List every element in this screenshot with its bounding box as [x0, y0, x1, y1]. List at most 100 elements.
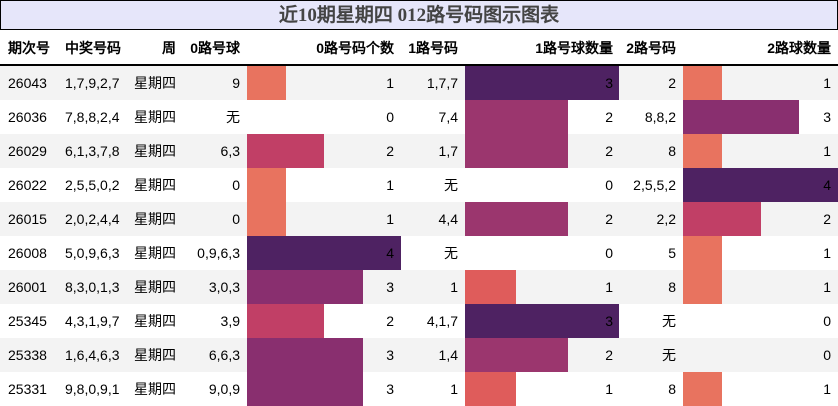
table-row: 25331 9,8,0,9,1 星期四 9,0,9 3 1 1 8 1: [0, 372, 838, 406]
cell-one-count: 1: [605, 279, 613, 295]
table-row: 25338 1,6,4,6,3 星期四 6,6,3 3 1,4 2 无 0: [0, 338, 838, 372]
cell-zero-count: 1: [386, 75, 394, 91]
cell-zero-count: 1: [386, 177, 394, 193]
cell-issue: 26008: [8, 245, 47, 261]
cell-zero-balls: 0: [232, 177, 240, 193]
cell-two-balls: 8: [668, 381, 676, 397]
table-row: 26015 2,0,2,4,4 星期四 0 1 4,4 2 2,2 2: [0, 202, 838, 236]
cell-one-count: 2: [605, 211, 613, 227]
table-row: 26043 1,7,9,2,7 星期四 9 1 1,7,7 3 2 1: [0, 66, 838, 100]
cell-one-balls: 1: [450, 279, 458, 295]
table-header: 期次号 中奖号码 周 0路号球 0路号码个数 1路号码 1路号球数量 2路号码 …: [0, 30, 838, 66]
cell-zero-balls: 无: [226, 109, 240, 125]
cell-two-balls: 8: [668, 279, 676, 295]
two-count-bar: [683, 236, 722, 270]
one-count-bar: [465, 270, 516, 304]
column-header-numbers: 中奖号码: [65, 40, 121, 56]
cell-zero-count: 3: [386, 279, 394, 295]
cell-issue: 26036: [8, 109, 47, 125]
cell-issue: 26015: [8, 211, 47, 227]
cell-numbers: 5,0,9,6,3: [65, 245, 120, 261]
cell-zero-balls: 9,0,9: [208, 381, 240, 397]
cell-weekday: 星期四: [134, 347, 176, 363]
zero-count-bar: [247, 372, 363, 406]
cell-zero-count: 0: [386, 109, 394, 125]
cell-two-count: 1: [823, 381, 831, 397]
cell-two-count: 1: [823, 245, 831, 261]
two-count-bar: [683, 202, 761, 236]
cell-weekday: 星期四: [134, 279, 176, 295]
zero-count-bar: [247, 134, 324, 168]
two-count-bar: [683, 270, 722, 304]
cell-one-balls: 4,1,7: [426, 313, 458, 329]
cell-two-balls: 2,5,5,2: [633, 177, 676, 193]
cell-two-count: 4: [823, 177, 831, 193]
cell-zero-balls: 6,3: [220, 143, 240, 159]
cell-zero-balls: 0,9,6,3: [197, 245, 240, 261]
one-count-bar: [465, 66, 619, 100]
cell-issue: 25345: [8, 313, 47, 329]
cell-one-count: 2: [605, 143, 613, 159]
one-count-bar: [465, 338, 568, 372]
cell-one-balls: 1,4: [438, 347, 458, 363]
cell-numbers: 2,0,2,4,4: [65, 211, 120, 227]
cell-weekday: 星期四: [134, 245, 176, 261]
cell-zero-count: 2: [386, 143, 394, 159]
one-count-bar: [465, 134, 568, 168]
cell-issue: 26029: [8, 143, 47, 159]
cell-zero-count: 3: [386, 347, 394, 363]
cell-weekday: 星期四: [134, 143, 176, 159]
two-count-bar: [683, 134, 722, 168]
cell-one-balls: 无: [444, 177, 458, 193]
cell-weekday: 星期四: [134, 211, 176, 227]
cell-issue: 25338: [8, 347, 47, 363]
zero-count-bar: [247, 304, 324, 338]
cell-two-count: 3: [823, 109, 831, 125]
cell-zero-balls: 0: [232, 211, 240, 227]
cell-two-count: 0: [823, 313, 831, 329]
cell-one-balls: 1: [450, 381, 458, 397]
chart-title: 近10期星期四 012路号码图示图表: [0, 0, 838, 30]
cell-numbers: 7,8,8,2,4: [65, 109, 120, 125]
cell-two-balls: 无: [662, 313, 676, 329]
zero-count-bar: [247, 202, 286, 236]
cell-two-balls: 8: [668, 143, 676, 159]
cell-two-count: 2: [823, 211, 831, 227]
cell-two-balls: 5: [668, 245, 676, 261]
zero-count-bar: [247, 168, 286, 202]
cell-numbers: 9,8,0,9,1: [65, 381, 120, 397]
cell-one-balls: 1,7: [438, 143, 458, 159]
one-count-bar: [465, 202, 568, 236]
cell-two-count: 0: [823, 347, 831, 363]
cell-numbers: 1,6,4,6,3: [65, 347, 120, 363]
column-header-issue: 期次号: [8, 40, 50, 56]
one-count-bar: [465, 372, 516, 406]
cell-two-balls: 无: [662, 347, 676, 363]
cell-one-balls: 7,4: [438, 109, 458, 125]
cell-one-count: 1: [605, 381, 613, 397]
cell-weekday: 星期四: [134, 177, 176, 193]
cell-issue: 26043: [8, 75, 47, 91]
zero-count-bar: [247, 270, 363, 304]
cell-weekday: 星期四: [134, 75, 176, 91]
cell-two-balls: 2,2: [656, 211, 676, 227]
cell-numbers: 4,3,1,9,7: [65, 313, 120, 329]
zero-count-bar: [247, 236, 401, 270]
cell-issue: 25331: [8, 381, 47, 397]
cell-weekday: 星期四: [134, 313, 176, 329]
column-header-one-count: 1路号球数量: [535, 40, 613, 56]
column-header-weekday: 周: [162, 40, 176, 56]
two-count-bar: [683, 372, 722, 406]
column-header-two-count: 2路球数量: [767, 40, 831, 56]
cell-zero-balls: 3,9: [220, 313, 240, 329]
two-count-bar: [683, 66, 722, 100]
cell-weekday: 星期四: [134, 109, 176, 125]
table-row: 25345 4,3,1,9,7 星期四 3,9 2 4,1,7 3 无 0: [0, 304, 838, 338]
cell-numbers: 2,5,5,0,2: [65, 177, 120, 193]
zero-count-bar: [247, 338, 363, 372]
cell-two-balls: 2: [668, 75, 676, 91]
cell-two-count: 1: [823, 143, 831, 159]
table-row: 26029 6,1,3,7,8 星期四 6,3 2 1,7 2 8 1: [0, 134, 838, 168]
cell-issue: 26001: [8, 279, 47, 295]
cell-two-balls: 8,8,2: [644, 109, 676, 125]
